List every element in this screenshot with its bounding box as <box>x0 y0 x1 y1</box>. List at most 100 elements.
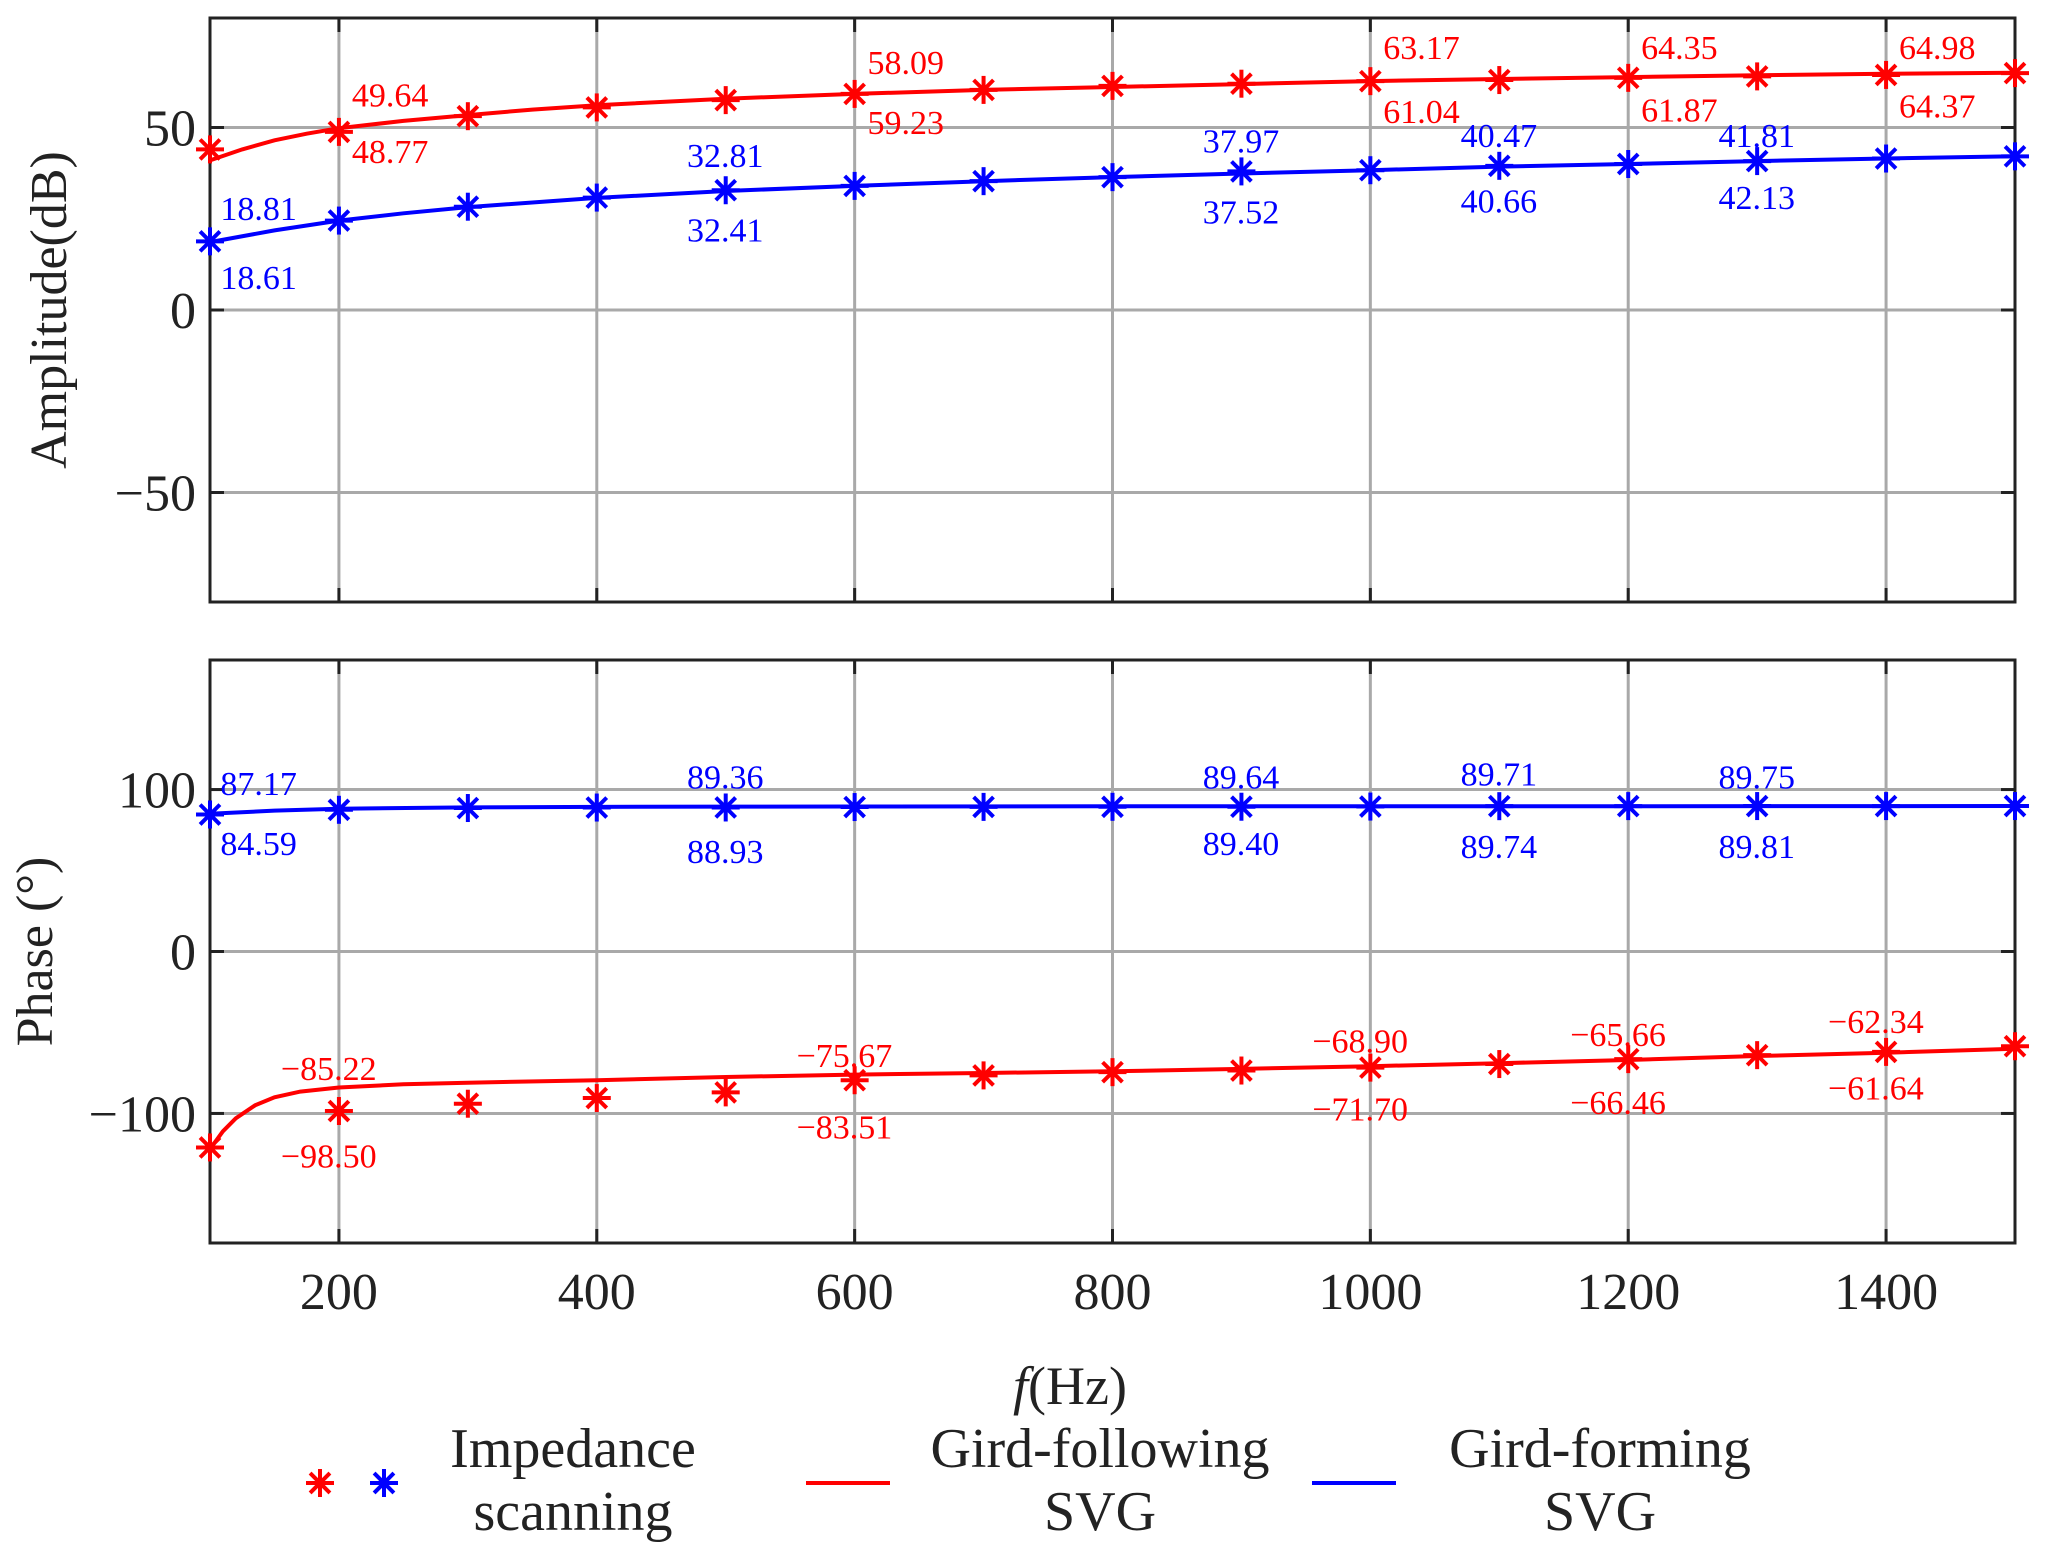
gird-following-svg-scan-point-stroke <box>1616 1047 1640 1071</box>
gird-following-svg-scan-point-stroke <box>456 104 480 128</box>
gird-following-svg-scan-point <box>582 93 611 122</box>
data-label: 41.81 <box>1718 118 1795 155</box>
gird-forming-svg-scan-point <box>1098 792 1127 821</box>
gird-forming-svg-scan-point-stroke <box>843 174 866 198</box>
legend-following-label-line1: Gird-following <box>930 1418 1269 1480</box>
gird-forming-svg-scan-point <box>840 793 869 822</box>
data-label: 37.52 <box>1203 194 1280 231</box>
data-label: 40.66 <box>1461 184 1538 221</box>
x-tick-label: 1400 <box>1834 1264 1938 1321</box>
gird-following-svg-scan-point <box>2001 1032 2029 1061</box>
data-label: 32.81 <box>687 138 764 175</box>
gird-forming-svg-scan-point-stroke <box>843 795 866 819</box>
gird-following-svg-scan-point <box>1227 69 1256 98</box>
data-label: −68.90 <box>1312 1024 1408 1061</box>
legend-following-label-line2: SVG <box>1044 1481 1156 1543</box>
gird-forming-svg-scan-point-stroke <box>1359 795 1382 818</box>
gird-following-svg-scan-point-stroke <box>972 1064 995 1087</box>
gird-forming-svg-scan-point-stroke <box>585 186 609 209</box>
gird-following-svg-scan-point <box>1872 1037 1901 1066</box>
gird-forming-svg-scan-point-stroke <box>972 795 995 819</box>
data-label: 42.13 <box>1718 180 1795 217</box>
data-label: 49.64 <box>352 78 429 115</box>
legend-red-star-marker-stroke <box>308 1471 332 1495</box>
gird-following-svg-scan-point <box>711 86 740 115</box>
gird-following-svg-scan-point <box>324 1097 353 1126</box>
data-label: 37.97 <box>1203 123 1280 160</box>
gird-following-svg-curve <box>208 1046 2016 1151</box>
gird-following-svg-scan-point <box>196 1133 224 1162</box>
gird-forming-svg-scan-point <box>1872 144 1901 173</box>
gird-forming-svg-scan-point-stroke <box>327 798 351 822</box>
gird-forming-svg-scan-point-stroke <box>1101 795 1124 819</box>
data-label: −61.64 <box>1828 1071 1924 1108</box>
legend-forming-label-line1: Gird-forming <box>1449 1418 1751 1480</box>
gird-forming-svg-scan-point-stroke <box>2003 145 2027 168</box>
gird-forming-svg-scan-point-stroke <box>1745 794 1769 818</box>
data-label: 88.93 <box>687 834 764 871</box>
x-tick-label: 1200 <box>1576 1264 1680 1321</box>
legend-scan-markers <box>306 1469 398 1497</box>
data-label: 61.87 <box>1641 92 1718 129</box>
gird-forming-svg-scan-point <box>1356 792 1385 821</box>
data-label: 87.17 <box>220 766 296 803</box>
gird-forming-svg-scan-point <box>1356 156 1385 185</box>
gird-forming-svg-scan-point <box>1743 147 1772 176</box>
gird-forming-svg-scan-point-stroke <box>327 209 351 232</box>
gird-forming-svg-scan-point-stroke <box>456 796 480 820</box>
gird-following-svg-scan-point-stroke <box>1359 1056 1382 1079</box>
data-label: 89.75 <box>1718 760 1795 797</box>
data-label: 64.35 <box>1641 30 1718 67</box>
gird-forming-svg-scan-point-stroke <box>1616 794 1640 818</box>
data-label: −66.46 <box>1570 1085 1666 1122</box>
gird-following-svg-scan-point-stroke <box>843 82 866 106</box>
data-label: 89.74 <box>1461 829 1538 866</box>
gird-following-svg-scan-point-stroke <box>2003 1034 2027 1058</box>
gird-forming-svg-scan-point <box>2001 792 2029 821</box>
gird-following-svg-scan-point-stroke <box>1230 1059 1253 1082</box>
gird-following-svg-scan-point-stroke <box>198 138 222 161</box>
gird-forming-svg-scan-point <box>1227 157 1256 186</box>
gird-forming-svg-scan-point-stroke <box>198 230 222 253</box>
gird-following-svg-scan-point <box>1614 63 1643 92</box>
gird-following-svg-scan-point-stroke <box>1487 1052 1511 1076</box>
gird-forming-svg-scan-point-stroke <box>972 169 995 193</box>
gird-following-svg-scan-point <box>1098 1058 1127 1087</box>
data-label: 58.09 <box>868 45 945 82</box>
x-tick-label: 1000 <box>1318 1264 1422 1321</box>
gird-following-svg-scan-point <box>840 1066 869 1095</box>
y-tick-label: −100 <box>89 1086 196 1143</box>
gird-following-svg-curve <box>209 70 2016 163</box>
gird-forming-svg-scan-point-stroke <box>1101 165 1124 189</box>
gird-following-svg-scan-point-stroke <box>1230 72 1253 96</box>
gird-following-svg-scan-point-stroke <box>1874 1040 1898 1064</box>
y-tick-label: −50 <box>115 466 196 523</box>
gird-following-svg-scan-point-stroke <box>2003 61 2027 85</box>
gird-following-svg-scan-point <box>840 79 869 108</box>
y-tick-label: 0 <box>170 925 196 982</box>
gird-following-svg-scan-point-stroke <box>327 120 351 144</box>
gird-forming-svg-scan-point <box>1485 151 1514 180</box>
y-tick-label: 50 <box>144 101 196 158</box>
gird-following-svg-scan-point <box>1872 60 1901 89</box>
amplitude-panel: 50 0 −50 Amplitude(dB) 49.64 48.77 58.09 59.23 6… <box>21 16 2029 604</box>
gird-following-svg-scan-point <box>1743 1041 1772 1070</box>
gird-following-svg-scan-point <box>969 75 998 104</box>
gird-following-svg-scan-point <box>1485 66 1514 95</box>
gird-following-svg-scan-point-stroke <box>1874 63 1898 87</box>
gird-following-svg-scan-point-stroke <box>1745 1043 1769 1067</box>
gird-forming-svg-scan-point <box>1227 792 1256 821</box>
data-label: −85.22 <box>281 1051 377 1088</box>
x-tick-label: 400 <box>558 1264 636 1321</box>
gird-following-svg-scan-point-stroke <box>714 88 738 112</box>
data-label: 18.61 <box>220 260 296 297</box>
gird-forming-svg-scan-point-stroke <box>714 796 738 819</box>
gird-following-svg-scan-point-stroke <box>456 1092 480 1116</box>
gird-following-svg-scan-point <box>711 1078 740 1107</box>
gird-forming-svg-scan-point-stroke <box>456 195 480 219</box>
gird-following-svg-scan-point-stroke <box>585 1086 609 1110</box>
gird-forming-svg-scan-point <box>1743 792 1772 821</box>
x-tick-label: 200 <box>300 1264 378 1321</box>
gird-forming-svg-scan-point-stroke <box>1230 795 1253 819</box>
